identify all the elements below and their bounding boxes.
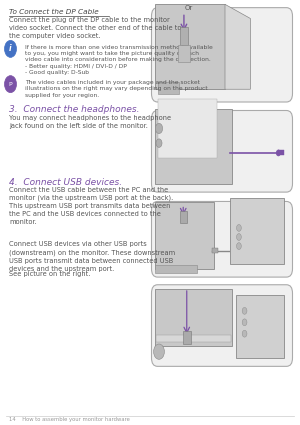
Circle shape [154, 344, 164, 359]
Bar [230, 198, 284, 264]
Bar [178, 45, 190, 62]
Text: P: P [9, 82, 12, 87]
Circle shape [155, 123, 163, 133]
Text: The video cables included in your package and the socket
illustrations on the ri: The video cables included in your packag… [26, 80, 208, 98]
Text: To Connect the DP Cable: To Connect the DP Cable [9, 9, 99, 15]
Text: 3.  Connect the headphones.: 3. Connect the headphones. [9, 105, 140, 114]
Circle shape [236, 224, 241, 231]
FancyBboxPatch shape [152, 285, 292, 366]
Bar [180, 26, 188, 45]
Bar [180, 211, 187, 223]
Bar [212, 248, 218, 253]
Bar [236, 295, 284, 358]
Circle shape [4, 76, 16, 93]
Circle shape [276, 150, 280, 156]
Bar [158, 82, 179, 94]
Circle shape [242, 319, 247, 326]
Text: i: i [9, 44, 12, 54]
Text: 14    How to assemble your monitor hardware: 14 How to assemble your monitor hardware [9, 417, 130, 422]
Circle shape [236, 234, 241, 241]
Circle shape [156, 139, 162, 147]
Circle shape [236, 243, 241, 249]
Text: 4.  Connect USB devices.: 4. Connect USB devices. [9, 178, 122, 187]
Bar [154, 202, 214, 269]
Text: Connect the USB cable between the PC and the
monitor (via the upstream USB port : Connect the USB cable between the PC and… [9, 187, 173, 226]
Polygon shape [225, 4, 250, 89]
Text: See picture on the right.: See picture on the right. [9, 271, 90, 277]
Text: If there is more than one video transmission method available
to you, you might : If there is more than one video transmis… [26, 45, 213, 75]
Bar [156, 335, 231, 342]
Circle shape [4, 40, 16, 57]
Text: Connect the plug of the DP cable to the monitor
video socket. Connect the other : Connect the plug of the DP cable to the … [9, 17, 182, 39]
Circle shape [242, 330, 247, 337]
Text: Or: Or [185, 5, 193, 11]
Text: You may connect headphones to the headphone
jack found on the left side of the m: You may connect headphones to the headph… [9, 115, 171, 129]
FancyBboxPatch shape [152, 8, 292, 102]
Bar [154, 4, 225, 89]
Bar [182, 331, 191, 343]
Bar [154, 265, 197, 273]
FancyBboxPatch shape [152, 201, 292, 277]
Bar [158, 99, 217, 158]
FancyBboxPatch shape [152, 110, 292, 192]
Bar [154, 108, 232, 184]
Circle shape [242, 307, 247, 314]
Bar [278, 150, 284, 156]
Bar [154, 289, 232, 346]
Text: Connect USB devices via other USB ports
(downstream) on the monitor. These downs: Connect USB devices via other USB ports … [9, 241, 175, 272]
